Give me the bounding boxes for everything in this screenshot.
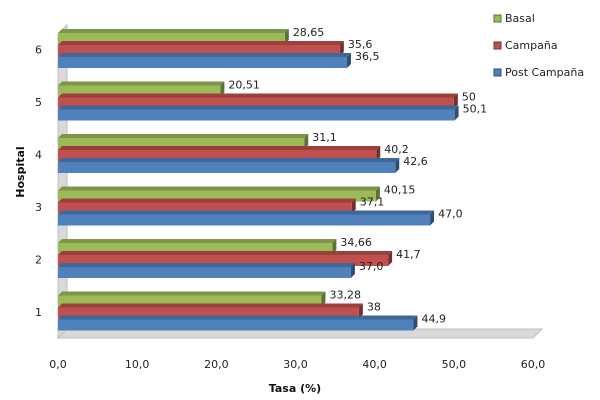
y-tick-label: 3: [35, 201, 42, 214]
legend: Basal Campaña Post Campaña: [493, 12, 584, 79]
bar-campaña-hospital-5: [58, 93, 458, 109]
bar-campaña-hospital-4: [58, 146, 381, 161]
bar-campaña-hospital-6: [58, 41, 344, 56]
y-tick-label: 5: [35, 96, 42, 109]
legend-label: Basal: [505, 12, 535, 25]
bar-basal-hospital-3: [58, 186, 380, 202]
bar-post-campaña-hospital-4: [58, 158, 400, 173]
legend-item-campaña: Campaña: [493, 39, 558, 52]
y-tick-label: 2: [35, 253, 42, 266]
data-label-campaña-hospital-5: 50: [462, 91, 476, 104]
bar-basal-hospital-6: [58, 29, 289, 44]
bar-post-campaña-hospital-2: [58, 263, 355, 278]
legend-swatch: [493, 14, 502, 23]
x-tick-label: 30,0: [283, 358, 308, 371]
legend-label: Post Campaña: [505, 66, 584, 79]
data-label-campaña-hospital-4: 40,2: [384, 143, 409, 156]
chart-walls: [56, 23, 544, 340]
x-tick-label: 40,0: [362, 358, 387, 371]
data-label-post-campaña-hospital-5: 50,1: [463, 103, 488, 116]
y-axis-title: Hospital: [14, 146, 27, 197]
data-label-post-campaña-hospital-6: 36,5: [355, 50, 380, 63]
bar-post-campaña-hospital-1: [58, 315, 418, 331]
bar-campaña-hospital-2: [58, 251, 393, 266]
floor: [56, 328, 544, 339]
data-label-basal-hospital-1: 33,28: [329, 289, 361, 302]
data-label-basal-hospital-5: 20,51: [228, 79, 260, 92]
x-tick-label: 10,0: [125, 358, 150, 371]
data-label-campaña-hospital-2: 41,7: [396, 248, 421, 261]
x-tick-label: 60,0: [521, 358, 546, 371]
bar-group: [58, 29, 459, 331]
data-label-basal-hospital-6: 28,65: [293, 26, 325, 39]
bar-post-campaña-hospital-3: [58, 210, 435, 226]
legend-item-post-campaña: Post Campaña: [493, 66, 584, 79]
data-label-campaña-hospital-3: 37,1: [360, 196, 385, 209]
y-tick-label: 1: [35, 306, 42, 319]
legend-swatch: [493, 68, 502, 77]
bar-campaña-hospital-1: [58, 303, 363, 319]
bar-basal-hospital-4: [58, 134, 309, 149]
data-label-post-campaña-hospital-2: 37,0: [359, 260, 384, 273]
data-label-basal-hospital-3: 40,15: [384, 184, 416, 197]
bar-post-campaña-hospital-6: [58, 53, 351, 68]
x-tick-label: 50,0: [442, 358, 467, 371]
bar-basal-hospital-5: [58, 81, 225, 97]
data-label-basal-hospital-4: 31,1: [312, 131, 337, 144]
bar-basal-hospital-2: [58, 239, 337, 254]
legend-item-basal: Basal: [493, 12, 535, 25]
x-tick-label: 20,0: [204, 358, 229, 371]
bar-campaña-hospital-3: [58, 198, 356, 214]
y-tick-label: 4: [35, 148, 42, 161]
data-label-post-campaña-hospital-1: 44,9: [421, 313, 446, 326]
bar-basal-hospital-1: [58, 291, 326, 307]
x-tick-label: 0,0: [49, 358, 67, 371]
data-label-campaña-hospital-6: 35,6: [348, 38, 373, 51]
y-tick-label: 6: [35, 43, 42, 56]
side-wall: [57, 23, 68, 340]
legend-swatch: [493, 41, 502, 50]
x-axis-title: Tasa (%): [269, 382, 321, 395]
data-label-campaña-hospital-1: 38: [367, 301, 381, 314]
data-label-post-campaña-hospital-4: 42,6: [403, 155, 428, 168]
data-label-post-campaña-hospital-3: 47,0: [438, 208, 463, 221]
bar-post-campaña-hospital-5: [58, 105, 459, 121]
legend-label: Campaña: [505, 39, 558, 52]
data-label-basal-hospital-2: 34,66: [340, 236, 372, 249]
